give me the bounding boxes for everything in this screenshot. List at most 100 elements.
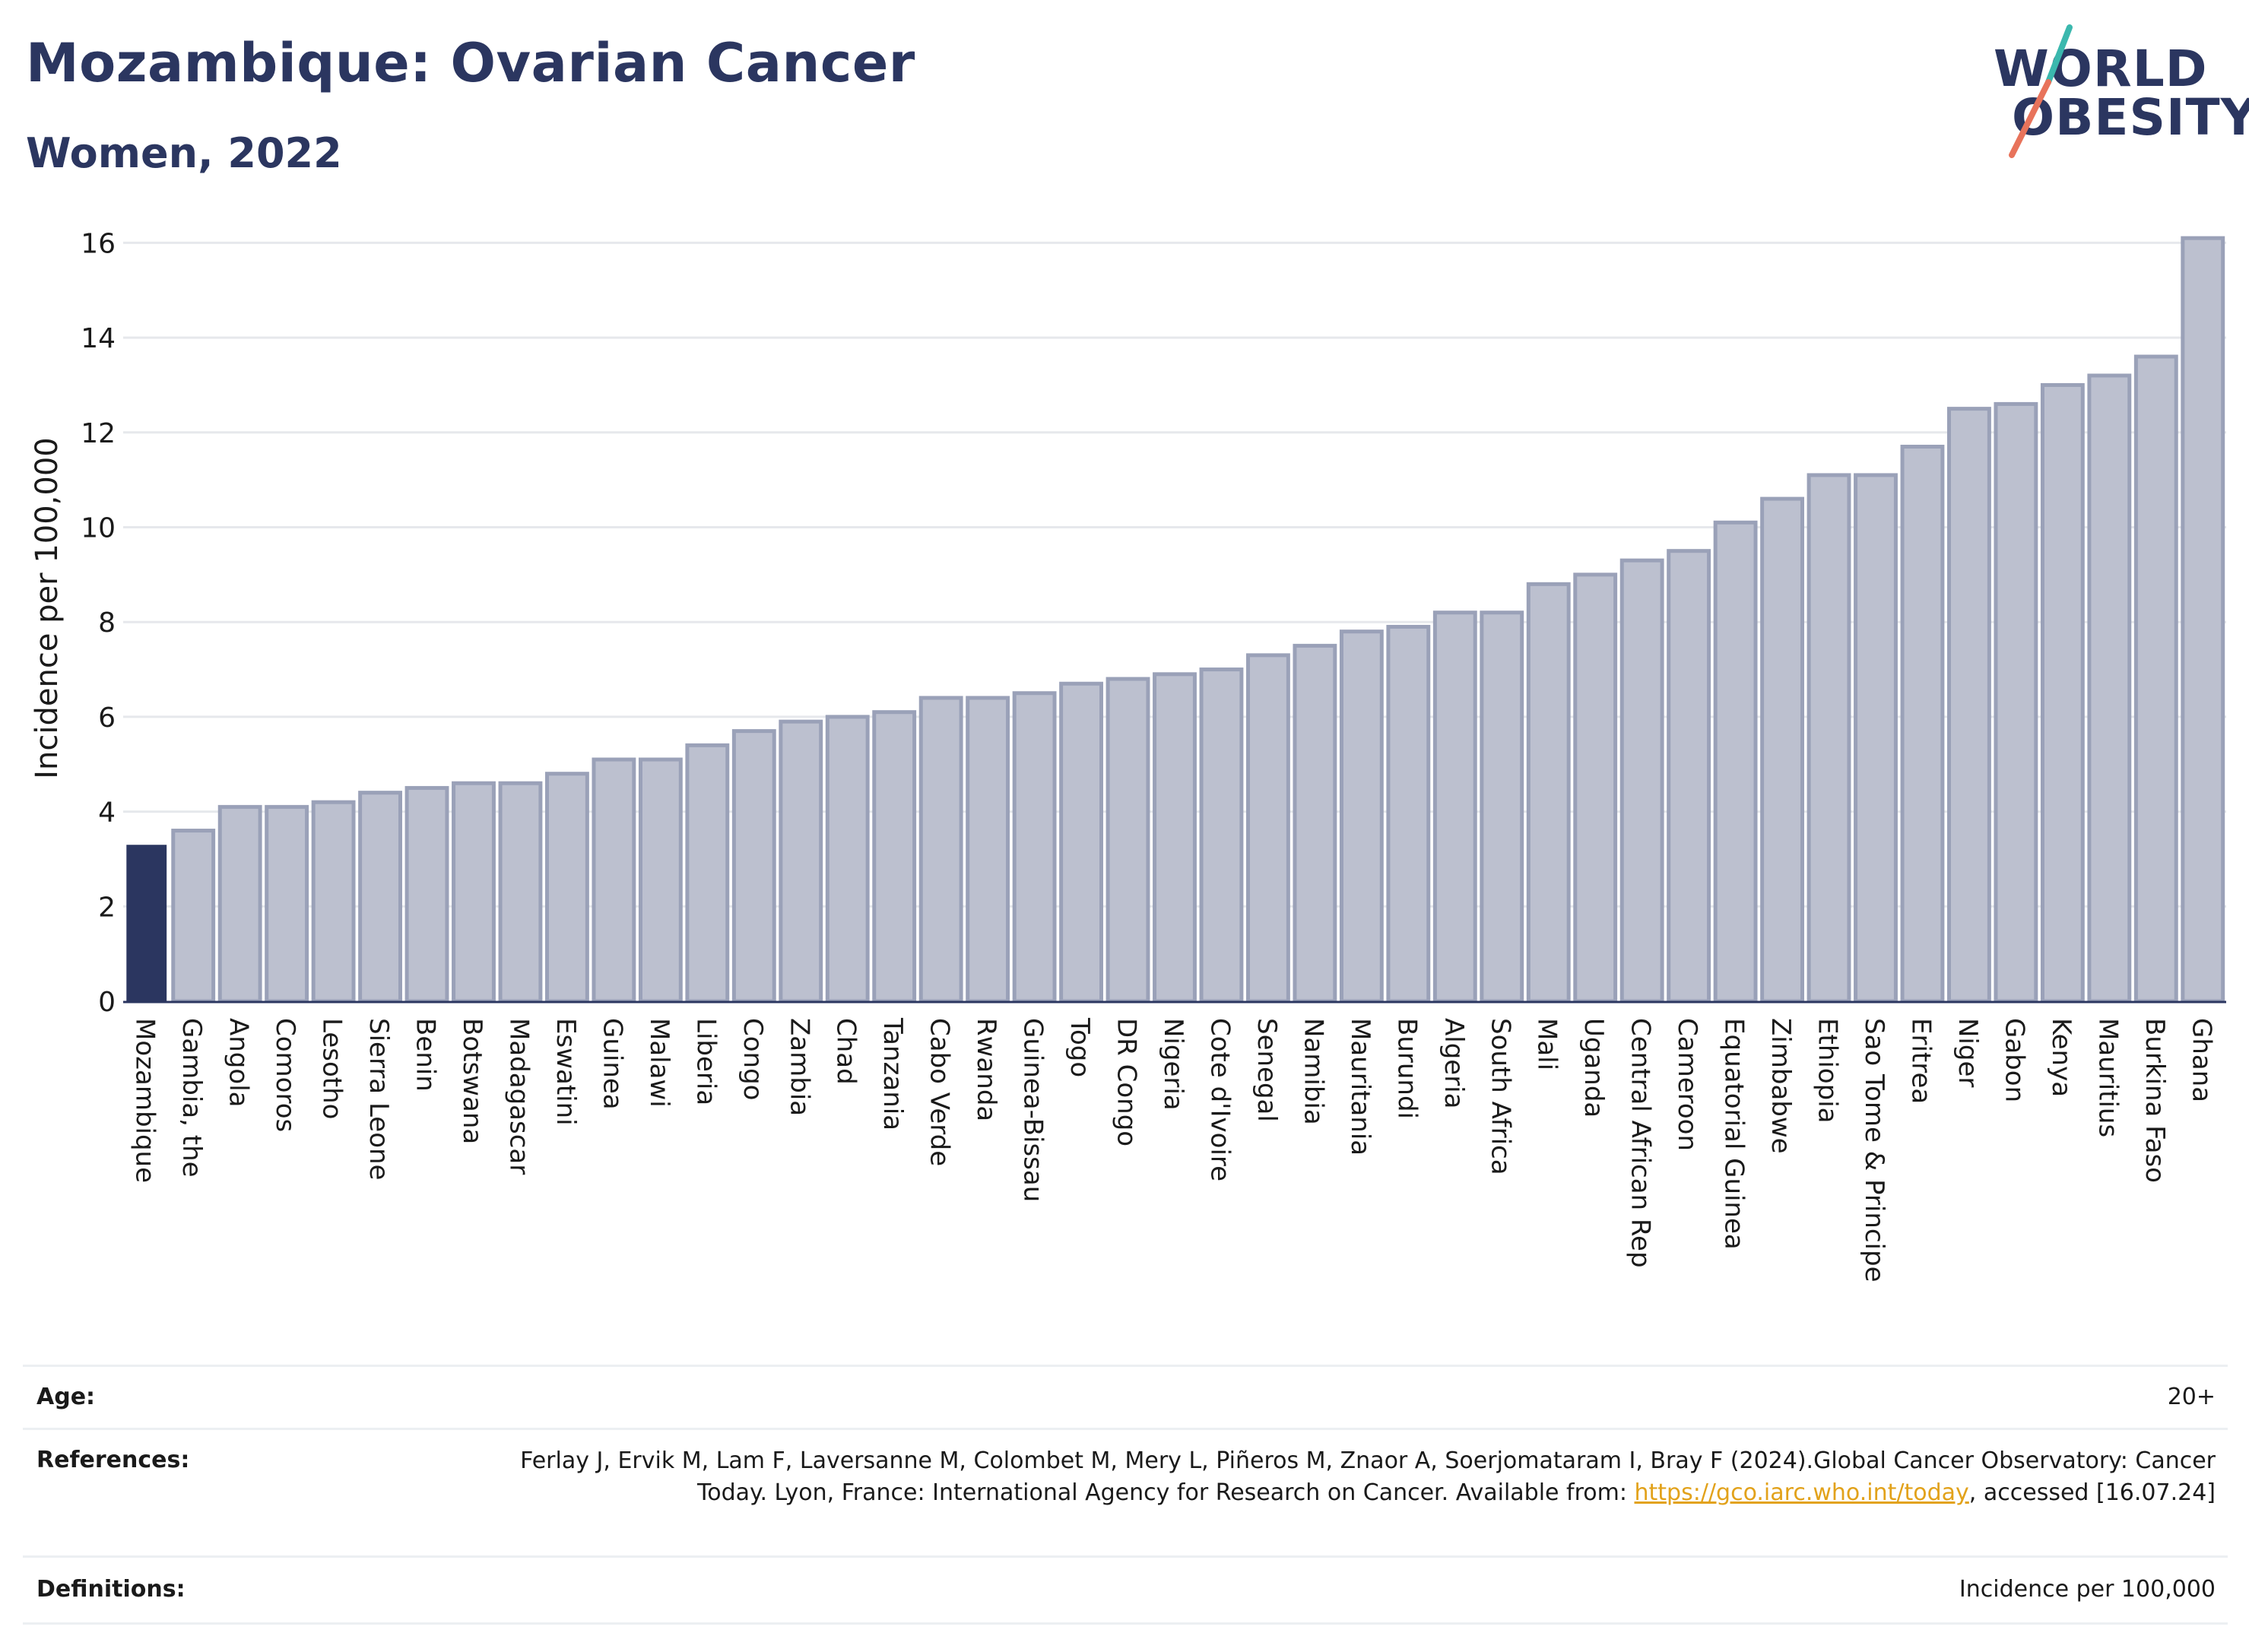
x-tick-label: DR Congo [1112,1018,1142,1146]
x-tick-label: Mozambique [130,1018,160,1183]
x-tick-label: Namibia [1298,1018,1328,1125]
bar [1153,672,1197,1004]
bar [358,791,402,1004]
x-tick-label: Kenya [2046,1018,2076,1097]
x-axis-labels: Mozambique Gambia, the Angola Comoros Lesoth… [130,1017,2217,1283]
bar [452,781,496,1004]
bar [265,804,309,1004]
bar [1947,407,1991,1004]
bar [1199,667,1244,1004]
y-tick-label: 12 [81,418,116,449]
bar [1246,653,1290,1004]
logo-slash-icon [2009,24,2073,158]
x-tick-label: Zambia [784,1018,814,1116]
bar [1480,610,1524,1004]
bar [2040,382,2085,1004]
x-tick-label: Comoros [270,1018,300,1132]
y-tick-label: 2 [98,892,116,923]
x-tick-label: Cote d'Ivoire [1204,1018,1235,1181]
x-tick-label: Sierra Leone [363,1018,394,1180]
x-tick-label: Cameroon [1672,1018,1702,1151]
x-tick-label: Burundi [1391,1018,1422,1119]
bar [872,710,917,1004]
bar [2181,236,2225,1004]
x-tick-label: Ghana [2186,1018,2216,1102]
logo-line-1: WORLD [1994,40,2208,98]
x-tick-label: Guinea-Bissau [1018,1018,1048,1202]
x-tick-label: Nigeria [1158,1018,1188,1111]
x-tick-label: Botswana [457,1018,487,1144]
bar [1854,473,1898,1004]
bar-highlight [126,845,167,1001]
bar [1806,473,1851,1004]
chart-subtitle: Women, 2022 [26,129,342,177]
x-tick-label: Angola [224,1018,254,1107]
bar [1619,558,1664,1004]
x-tick-label: Mauritania [1345,1018,1375,1156]
footer-age-row: Age: 20+ [23,1365,2228,1428]
x-tick-label: Benin [411,1018,441,1092]
bar [2133,354,2178,1004]
x-tick-label: Equatorial Guinea [1719,1018,1749,1250]
bar [311,800,356,1004]
definitions-value: Incidence per 100,000 [1959,1576,2216,1603]
x-tick-label: Ethiopia [1813,1018,1843,1123]
x-tick-label: Cabo Verde [925,1018,955,1166]
y-tick-label: 8 [98,607,116,639]
bars [126,236,2225,1004]
y-tick-label: 14 [81,323,116,354]
x-tick-label: Tanzania [877,1017,908,1130]
age-label: Age: [36,1384,96,1410]
bar [1900,445,1945,1004]
bar [918,696,963,1004]
y-axis-ticks: 0 2 4 6 8 10 12 14 16 [81,228,116,1018]
bar [1994,401,2038,1004]
definitions-label: Definitions: [36,1576,186,1603]
x-tick-label: Rwanda [971,1018,1001,1121]
x-tick-label: Gambia, the [176,1018,207,1178]
world-obesity-logo: WORLD OBESITY [1984,21,2249,158]
references-suffix: , accessed [16.07.24] [1968,1479,2216,1506]
y-axis-title: Incidence per 100,000 [30,437,65,779]
references-body: Ferlay J, Ervik M, Lam F, Laversanne M, … [520,1447,2216,1506]
x-tick-label: Eswatini [550,1018,581,1126]
x-tick-label: Mauritius [2092,1018,2123,1137]
bar [966,696,1010,1004]
bar [2087,373,2132,1004]
footer-definitions-row: Definitions: Incidence per 100,000 [23,1555,2228,1625]
bar [1526,582,1571,1004]
age-value: 20+ [2167,1384,2216,1410]
x-tick-label: Chad [831,1018,861,1085]
x-tick-label: Algeria [1439,1018,1469,1108]
bar [592,757,636,1004]
chart-title: Mozambique: Ovarian Cancer [26,32,915,94]
references-text: Ferlay J, Ervik M, Lam F, Laversanne M, … [467,1445,2216,1509]
x-tick-label: Senegal [1251,1018,1282,1122]
bar [1339,629,1384,1004]
x-tick-label: Guinea [597,1018,627,1110]
bar [545,772,589,1004]
bar-chart: 0 2 4 6 8 10 12 14 16 Mozambique Gambia, the Angol… [30,228,2226,1283]
references-link[interactable]: https://gco.iarc.who.int/today [1634,1479,1969,1506]
y-tick-label: 10 [81,513,116,544]
y-tick-label: 0 [98,987,116,1018]
x-tick-label: Mali [1532,1018,1562,1070]
bar [171,829,216,1004]
bar [1105,677,1150,1004]
bar [1573,572,1618,1004]
y-tick-label: 16 [81,228,116,259]
bar [731,729,776,1004]
x-tick-label: Lesotho [317,1018,347,1119]
bar [1760,496,1804,1004]
bar [1012,691,1057,1004]
x-tick-label: Madagascar [503,1018,534,1175]
x-tick-label: Congo [738,1018,768,1100]
x-tick-label: Burkina Faso [2140,1018,2170,1183]
bar [1293,643,1337,1004]
bar [825,715,870,1004]
x-tick-label: Malawi [644,1018,674,1108]
footer-references-row: References: Ferlay J, Ervik M, Lam F, La… [23,1428,2228,1555]
x-tick-label: South Africa [1485,1018,1515,1175]
bar [685,743,730,1004]
x-tick-label: Sao Tome & Principe [1859,1018,1889,1283]
